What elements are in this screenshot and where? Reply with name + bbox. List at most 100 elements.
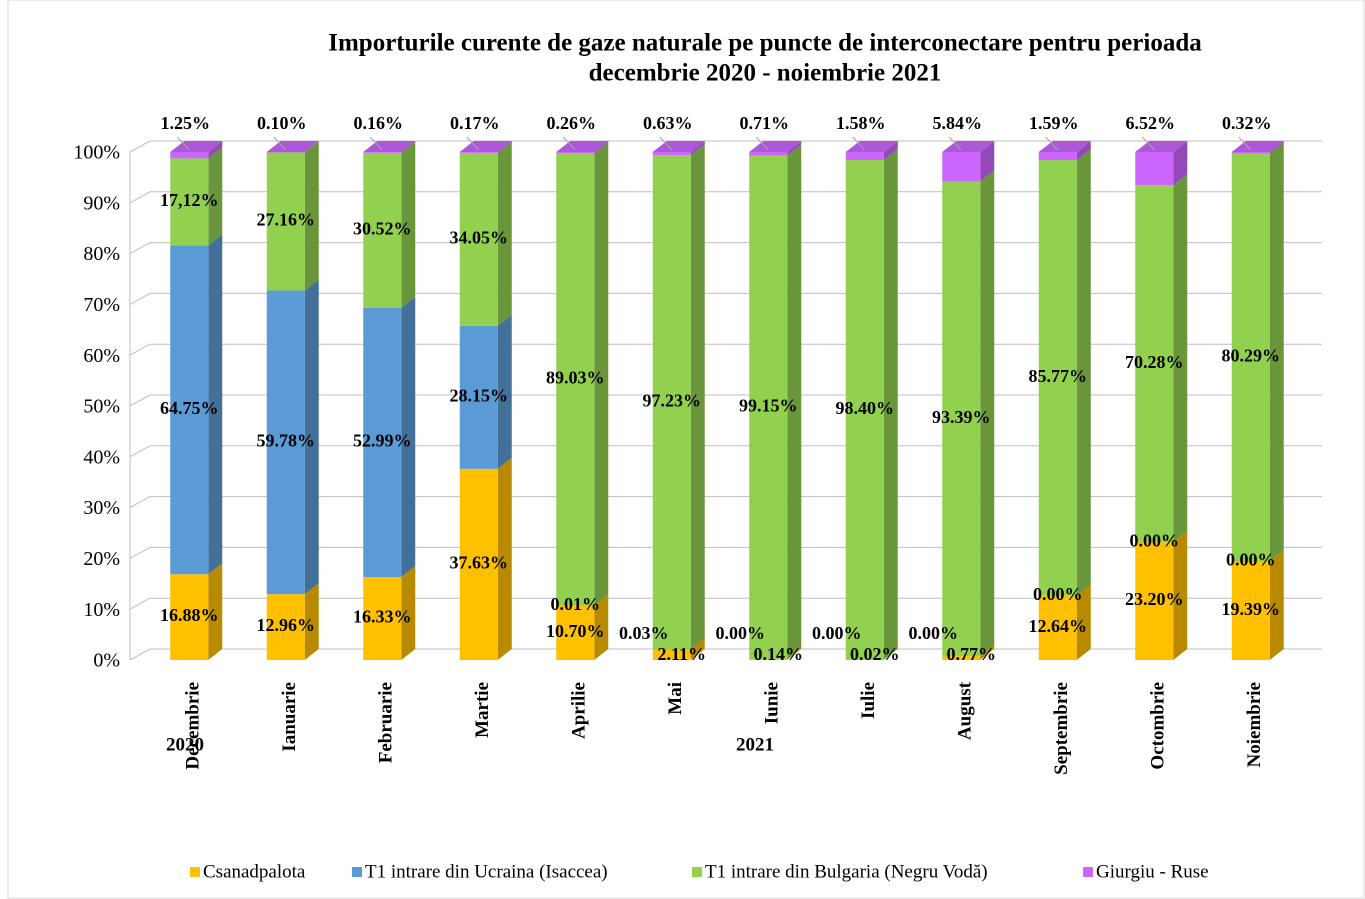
bar xyxy=(942,181,981,657)
chart-title: decembrie 2020 - noiembrie 2021 xyxy=(589,60,942,87)
bar xyxy=(1135,542,1174,660)
bar-side xyxy=(980,645,995,660)
year-label: 2021 xyxy=(736,734,774,755)
data-label: 0.00% xyxy=(716,623,766,643)
legend-label: T1 intrare din Bulgaria (Negru Vodă) xyxy=(705,861,988,882)
grid-line xyxy=(129,343,151,356)
y-tick-label: 30% xyxy=(83,497,120,519)
legend-swatch xyxy=(1083,867,1093,877)
bar-side xyxy=(594,594,609,606)
bar-side xyxy=(497,141,512,153)
grid-line xyxy=(129,292,151,305)
bar xyxy=(266,290,305,595)
bar-side xyxy=(883,141,898,161)
data-label: 12.64% xyxy=(1029,616,1088,636)
bar xyxy=(170,152,209,159)
x-tick-label: Mai xyxy=(665,682,686,715)
bar-side xyxy=(401,141,416,308)
bar xyxy=(942,656,981,660)
leader-line xyxy=(369,136,383,151)
bar xyxy=(266,594,305,660)
data-label: 0.17% xyxy=(450,113,500,133)
y-tick-label: 90% xyxy=(83,192,120,214)
y-tick-label: 0% xyxy=(93,650,120,672)
data-label: 17,12% xyxy=(160,190,219,210)
data-label: 85.77% xyxy=(1029,366,1088,386)
grid-line xyxy=(129,191,151,204)
leader-line xyxy=(948,136,962,151)
data-label: 80.29% xyxy=(1222,346,1281,366)
data-label: 2.11% xyxy=(657,644,706,664)
grid-line xyxy=(129,597,151,610)
bar-side xyxy=(980,141,995,182)
bar-side xyxy=(1269,141,1284,154)
data-label: 16.88% xyxy=(160,605,219,625)
bar-side xyxy=(497,457,512,660)
data-label: 16.33% xyxy=(353,607,412,627)
grid-line xyxy=(129,496,151,509)
bar-side xyxy=(497,314,512,469)
y-tick-label: 100% xyxy=(73,142,120,164)
bar xyxy=(1038,160,1077,596)
legend-label: Giurgiu - Ruse xyxy=(1096,861,1209,882)
bar-side xyxy=(1173,531,1188,660)
bar xyxy=(363,152,402,153)
grid-line xyxy=(129,546,151,559)
data-label: 0.71% xyxy=(740,113,790,133)
data-label: 52.99% xyxy=(353,431,412,451)
bar xyxy=(942,152,981,182)
legend-swatch xyxy=(352,867,362,877)
data-label: 0.26% xyxy=(547,113,597,133)
bar xyxy=(1038,595,1077,660)
data-label: 0.01% xyxy=(551,594,601,614)
x-tick-label: Martie xyxy=(472,682,493,738)
bar-side xyxy=(1173,141,1188,186)
x-tick-label: Octombrie xyxy=(1148,682,1169,770)
chart-frame xyxy=(7,0,1365,899)
data-label: 27.16% xyxy=(257,210,316,230)
bar xyxy=(170,158,209,246)
x-tick-label: Septembrie xyxy=(1051,682,1072,775)
leader-line xyxy=(562,136,576,151)
bar xyxy=(652,155,691,650)
bar xyxy=(1231,152,1270,154)
data-label: 19.39% xyxy=(1222,599,1281,619)
bar-side xyxy=(208,234,223,575)
bar-side xyxy=(787,141,802,156)
bar-side xyxy=(883,648,898,660)
data-label: 0.00% xyxy=(909,623,959,643)
leader-line xyxy=(852,136,866,151)
bar xyxy=(749,152,788,156)
data-label: 0.00% xyxy=(1130,530,1180,550)
bar-side xyxy=(1173,174,1188,543)
bar-side xyxy=(401,566,416,660)
bar xyxy=(170,574,209,660)
data-label: 0.77% xyxy=(947,644,997,664)
grid-line xyxy=(129,445,151,458)
y-tick-label: 20% xyxy=(83,548,120,570)
leader-line xyxy=(176,136,190,151)
x-tick-label: Iunie xyxy=(762,682,783,724)
bar xyxy=(459,468,498,660)
x-tick-label: Noiembrie xyxy=(1244,682,1265,767)
data-label: 1.25% xyxy=(161,113,211,133)
bar xyxy=(556,152,595,154)
bar xyxy=(749,155,788,660)
y-tick-label: 10% xyxy=(83,599,120,621)
bar xyxy=(556,153,595,606)
bar-side xyxy=(883,149,898,660)
data-label: 1.58% xyxy=(836,113,886,133)
bar xyxy=(652,152,691,156)
y-tick-label: 50% xyxy=(83,396,120,418)
data-label: 64.75% xyxy=(160,398,219,418)
data-label: 5.84% xyxy=(933,113,983,133)
data-label: 93.39% xyxy=(932,407,991,427)
bar xyxy=(845,152,884,161)
data-label: 12.96% xyxy=(257,615,316,635)
bar xyxy=(1135,185,1174,543)
grid-line xyxy=(129,394,151,407)
leader-line xyxy=(1045,136,1059,151)
data-label: 0.16% xyxy=(354,113,404,133)
data-label: 30.52% xyxy=(353,218,412,238)
legend-label: T1 intrare din Ucraina (Isaccea) xyxy=(365,861,608,882)
